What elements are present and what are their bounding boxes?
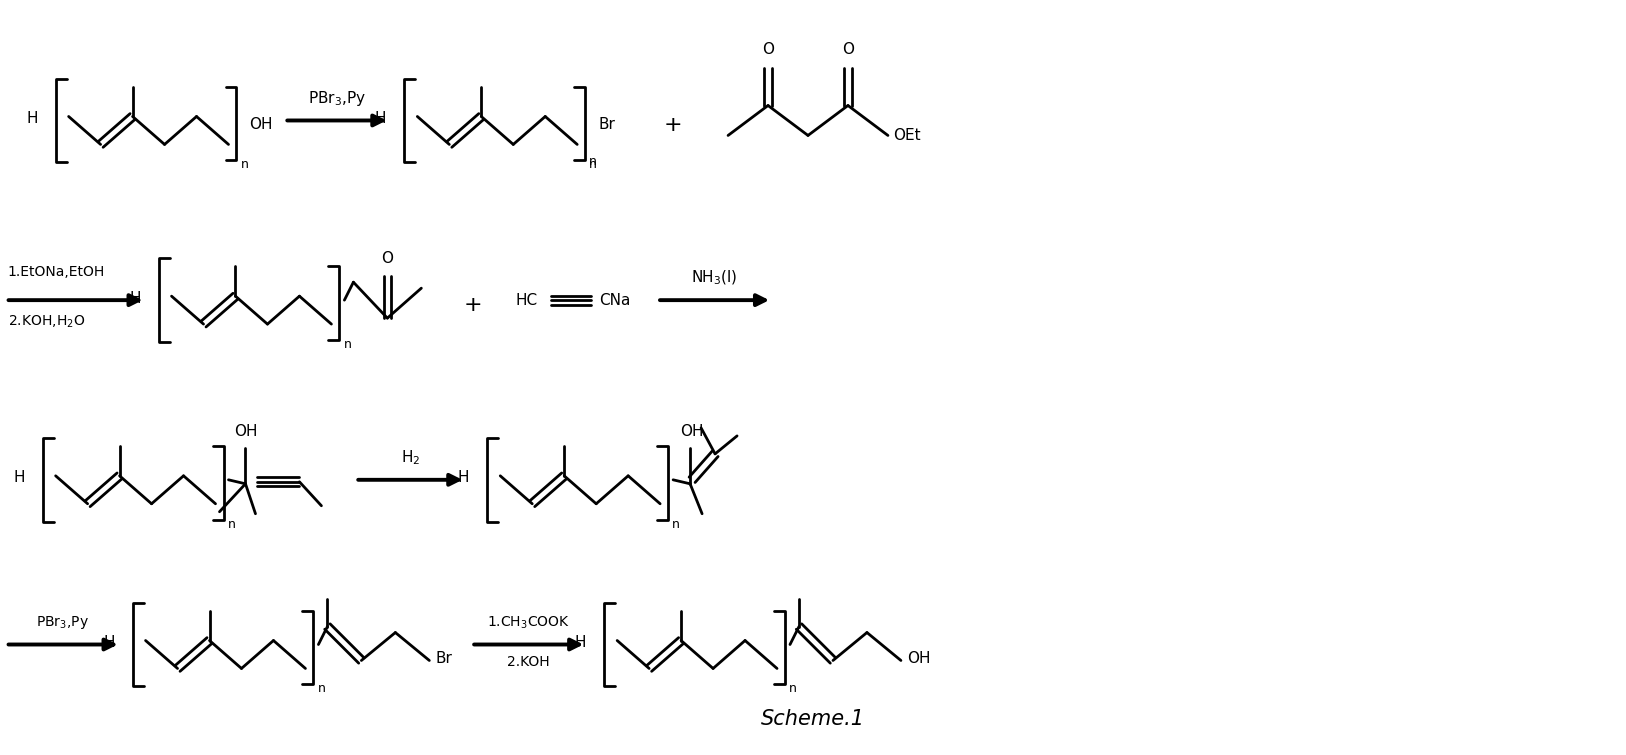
Text: O: O xyxy=(382,251,393,266)
Text: OH: OH xyxy=(234,424,257,439)
Text: OH: OH xyxy=(907,651,930,666)
Text: H: H xyxy=(459,470,470,485)
Text: n: n xyxy=(672,518,680,531)
Text: H: H xyxy=(376,111,387,126)
Text: n: n xyxy=(317,683,325,695)
Text: O: O xyxy=(763,42,774,57)
Text: n: n xyxy=(228,518,236,531)
Text: 1.CH$_3$COOK: 1.CH$_3$COOK xyxy=(488,615,571,630)
Text: CNa: CNa xyxy=(600,293,631,307)
Text: HC: HC xyxy=(515,293,537,307)
Text: PBr$_3$,Py: PBr$_3$,Py xyxy=(307,89,366,108)
Text: OH: OH xyxy=(680,424,704,439)
Text: H: H xyxy=(128,291,140,306)
Text: n: n xyxy=(789,683,797,695)
Text: Br: Br xyxy=(598,117,615,132)
Text: 2.KOH: 2.KOH xyxy=(507,655,550,670)
Text: OH: OH xyxy=(249,117,273,132)
Text: +: + xyxy=(463,295,483,315)
Text: H: H xyxy=(26,111,37,126)
Text: n: n xyxy=(241,159,249,171)
Text: n: n xyxy=(589,156,597,168)
Text: H: H xyxy=(574,635,587,650)
Text: Br: Br xyxy=(436,651,452,666)
Text: n: n xyxy=(589,159,597,171)
Text: O: O xyxy=(842,42,854,57)
Text: +: + xyxy=(663,116,683,135)
Text: PBr$_3$,Py: PBr$_3$,Py xyxy=(36,614,89,631)
Text: H: H xyxy=(102,635,114,650)
Text: NH$_3$(l): NH$_3$(l) xyxy=(691,269,738,288)
Text: 1.EtONa,EtOH: 1.EtONa,EtOH xyxy=(8,265,106,279)
Text: 2.KOH,H$_2$O: 2.KOH,H$_2$O xyxy=(8,314,85,330)
Text: Scheme.1: Scheme.1 xyxy=(761,710,865,729)
Text: n: n xyxy=(343,338,351,351)
Text: H: H xyxy=(13,470,24,485)
Text: OEt: OEt xyxy=(893,128,920,143)
Text: H$_2$: H$_2$ xyxy=(400,448,420,467)
